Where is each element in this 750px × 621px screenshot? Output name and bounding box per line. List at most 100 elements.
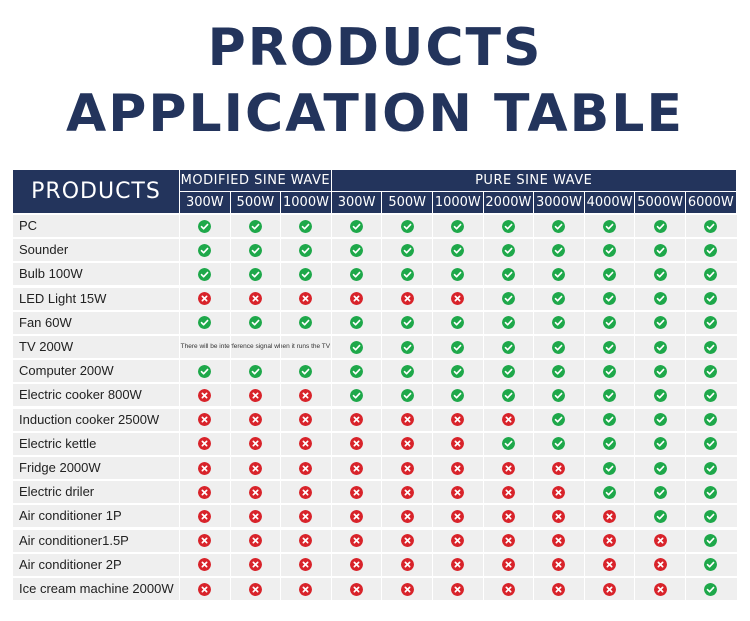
table-cell <box>231 505 281 527</box>
table-row: LED Light 15W <box>13 287 737 310</box>
table-cell <box>484 312 534 334</box>
check-circle-icon <box>552 413 566 427</box>
table-cell <box>180 288 230 310</box>
check-circle-icon <box>501 219 515 233</box>
x-circle-icon <box>603 534 617 548</box>
table-cell <box>382 384 432 406</box>
table-cell <box>382 457 432 479</box>
table-cell <box>180 578 230 600</box>
table-cell <box>585 312 635 334</box>
table-cell <box>433 457 483 479</box>
table-cell <box>231 215 281 237</box>
table-cell <box>332 433 382 455</box>
check-circle-icon <box>400 364 414 378</box>
table-cell <box>180 384 230 406</box>
check-circle-icon <box>653 316 667 330</box>
wattage-header-3: 1000W <box>281 192 331 213</box>
table-cell <box>534 215 584 237</box>
table-row: Air conditioner1.5P <box>13 529 737 552</box>
table-cell <box>281 239 331 261</box>
x-circle-icon <box>299 558 313 572</box>
table-cell <box>686 239 736 261</box>
table-cell <box>585 505 635 527</box>
table-cell <box>231 433 281 455</box>
table-cell <box>180 505 230 527</box>
check-circle-icon <box>552 316 566 330</box>
x-circle-icon <box>451 485 465 499</box>
check-circle-icon <box>198 316 212 330</box>
check-circle-icon <box>248 267 262 281</box>
table-cell <box>433 215 483 237</box>
table-cell <box>382 481 432 503</box>
table-cell <box>534 384 584 406</box>
column-divider <box>280 213 282 602</box>
table-cell <box>585 457 635 479</box>
wattage-header-9: 4000W <box>584 192 635 213</box>
table-cell <box>180 554 230 576</box>
table-cell <box>534 457 584 479</box>
application-table: PRODUCTS MODIFIED SINE WAVE PURE SINE WAV… <box>13 170 737 602</box>
check-circle-icon <box>653 485 667 499</box>
table-cell <box>231 384 281 406</box>
table-row: Ice cream machine 2000W <box>13 578 737 600</box>
table-row: Fan 60W <box>13 311 737 334</box>
table-cell <box>686 215 736 237</box>
check-circle-icon <box>400 388 414 402</box>
check-circle-icon <box>653 509 667 523</box>
table-cell <box>180 239 230 261</box>
row-label: Fridge 2000W <box>19 460 101 475</box>
column-divider <box>381 213 383 602</box>
row-label: Induction cooker 2500W <box>19 411 160 427</box>
page-title-line-1: PRODUCTS <box>207 18 543 78</box>
column-divider <box>634 213 636 602</box>
x-circle-icon <box>299 413 313 427</box>
table-cell <box>180 360 230 382</box>
table-cell <box>585 263 635 285</box>
check-circle-icon <box>603 437 617 451</box>
check-circle-icon <box>501 340 515 354</box>
table-cell <box>534 336 584 358</box>
table-cell <box>433 530 483 552</box>
table-cell <box>332 263 382 285</box>
table-cell <box>231 554 281 576</box>
x-circle-icon <box>198 437 212 451</box>
check-circle-icon <box>704 388 718 402</box>
x-circle-icon <box>451 582 465 596</box>
check-circle-icon <box>704 364 718 378</box>
check-circle-icon <box>704 219 718 233</box>
x-circle-icon <box>299 461 313 475</box>
column-divider <box>583 213 585 602</box>
x-circle-icon <box>198 388 212 402</box>
x-circle-icon <box>299 388 313 402</box>
x-circle-icon <box>350 413 364 427</box>
check-circle-icon <box>704 413 718 427</box>
table-cell <box>281 457 331 479</box>
check-circle-icon <box>248 364 262 378</box>
table-cell <box>484 215 534 237</box>
x-circle-icon <box>248 509 262 523</box>
table-cell <box>433 360 483 382</box>
x-circle-icon <box>350 437 364 451</box>
check-circle-icon <box>653 413 667 427</box>
table-cell <box>534 360 584 382</box>
table-cell <box>484 530 534 552</box>
x-circle-icon <box>451 461 465 475</box>
table-cell <box>281 360 331 382</box>
table-cell <box>534 530 584 552</box>
table-cell <box>281 409 331 431</box>
column-divider <box>330 213 332 602</box>
column-divider <box>482 213 484 602</box>
x-circle-icon <box>198 413 212 427</box>
check-circle-icon <box>501 364 515 378</box>
x-circle-icon <box>198 485 212 499</box>
table-cell <box>484 578 534 600</box>
table-cell <box>332 288 382 310</box>
table-cell <box>534 409 584 431</box>
row-label: Air conditioner 2P <box>19 556 122 572</box>
table-cell <box>180 263 230 285</box>
row-label: Fan 60W <box>19 314 72 330</box>
check-circle-icon <box>248 243 262 257</box>
table-cell <box>332 530 382 552</box>
x-circle-icon <box>400 558 414 572</box>
check-circle-icon <box>704 485 718 499</box>
